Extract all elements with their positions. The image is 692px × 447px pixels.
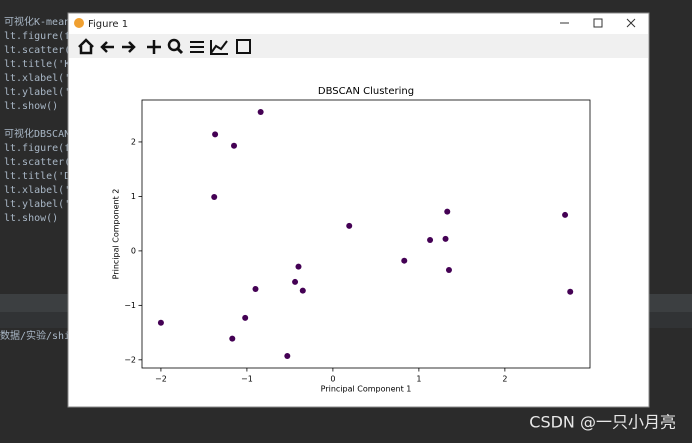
data-point <box>442 235 449 242</box>
code-line: lt.scatter(prin <box>4 157 94 168</box>
code-line: 可视化K-means聚 <box>4 15 86 28</box>
save-button[interactable] <box>236 39 251 54</box>
back-button[interactable] <box>100 41 114 53</box>
y-tick-label: 1 <box>131 192 136 201</box>
app-icon <box>74 18 84 28</box>
data-point <box>567 288 574 295</box>
y-tick-label: 0 <box>131 246 136 255</box>
data-point <box>212 131 219 138</box>
data-point <box>562 211 569 218</box>
maximize-button[interactable] <box>593 18 603 28</box>
y-tick-label: −2 <box>124 355 136 364</box>
configure-button[interactable] <box>190 41 204 53</box>
code-line: lt.ylabel('Prin <box>4 199 94 210</box>
code-line: lt.show() <box>4 101 58 112</box>
code-line: lt.title('K-mea <box>4 59 94 70</box>
code-line: lt.xlabel('Prin <box>4 185 94 196</box>
data-point <box>257 108 264 115</box>
x-tick-label: 1 <box>416 375 421 384</box>
x-tick-label: 2 <box>502 375 507 384</box>
code-line: lt.ylabel('Prin <box>4 87 94 98</box>
forward-button[interactable] <box>122 41 136 53</box>
title-bar <box>69 14 648 34</box>
code-line: lt.title('DBSCA <box>4 171 94 182</box>
close-button[interactable] <box>626 18 636 28</box>
y-tick-label: −1 <box>124 301 136 310</box>
data-point <box>444 208 451 215</box>
data-point <box>211 193 218 200</box>
code-line: lt.xlabel('Prin <box>4 73 94 84</box>
home-button[interactable] <box>78 38 94 55</box>
x-tick-label: 0 <box>330 375 335 384</box>
y-axis-label: Principal Component 2 <box>112 189 121 280</box>
plot-frame <box>141 99 591 369</box>
data-point <box>252 286 259 293</box>
x-axis-label: Principal Component 1 <box>321 385 412 394</box>
data-point <box>401 257 408 264</box>
pan-button[interactable] <box>147 40 161 54</box>
chart: DBSCAN Clustering Principal Component 1 … <box>112 86 591 394</box>
figure-canvas <box>69 58 648 406</box>
code-line: 可视化DBSCAN聚 <box>4 127 80 140</box>
data-point <box>445 266 452 273</box>
data-point <box>229 335 236 342</box>
data-point <box>157 319 164 326</box>
toolbar <box>69 34 648 58</box>
data-point <box>292 278 299 285</box>
data-point <box>284 353 291 360</box>
chart-title: DBSCAN Clustering <box>318 86 414 97</box>
y-tick-label: 2 <box>131 137 136 146</box>
data-point <box>242 314 249 321</box>
data-point <box>427 236 434 243</box>
code-area: 可视化K-means聚 lt.figure(figs lt.scatter(prin… <box>4 15 94 224</box>
data-point <box>231 142 238 149</box>
watermark: CSDN @一只小月亮 <box>529 413 676 432</box>
edit-button[interactable] <box>210 40 228 55</box>
code-line: lt.figure(figs <box>4 31 88 42</box>
data-point <box>346 222 353 229</box>
code-line: lt.scatter(prin <box>4 45 94 56</box>
zoom-button[interactable] <box>167 38 184 55</box>
x-tick-label: −1 <box>241 375 253 384</box>
data-point <box>295 263 302 270</box>
data-point <box>299 287 306 294</box>
x-tick-label: −2 <box>155 375 167 384</box>
window-title: Figure 1 <box>88 19 128 30</box>
code-line: lt.show() <box>4 213 58 224</box>
code-line: lt.figure(figs <box>4 143 88 154</box>
